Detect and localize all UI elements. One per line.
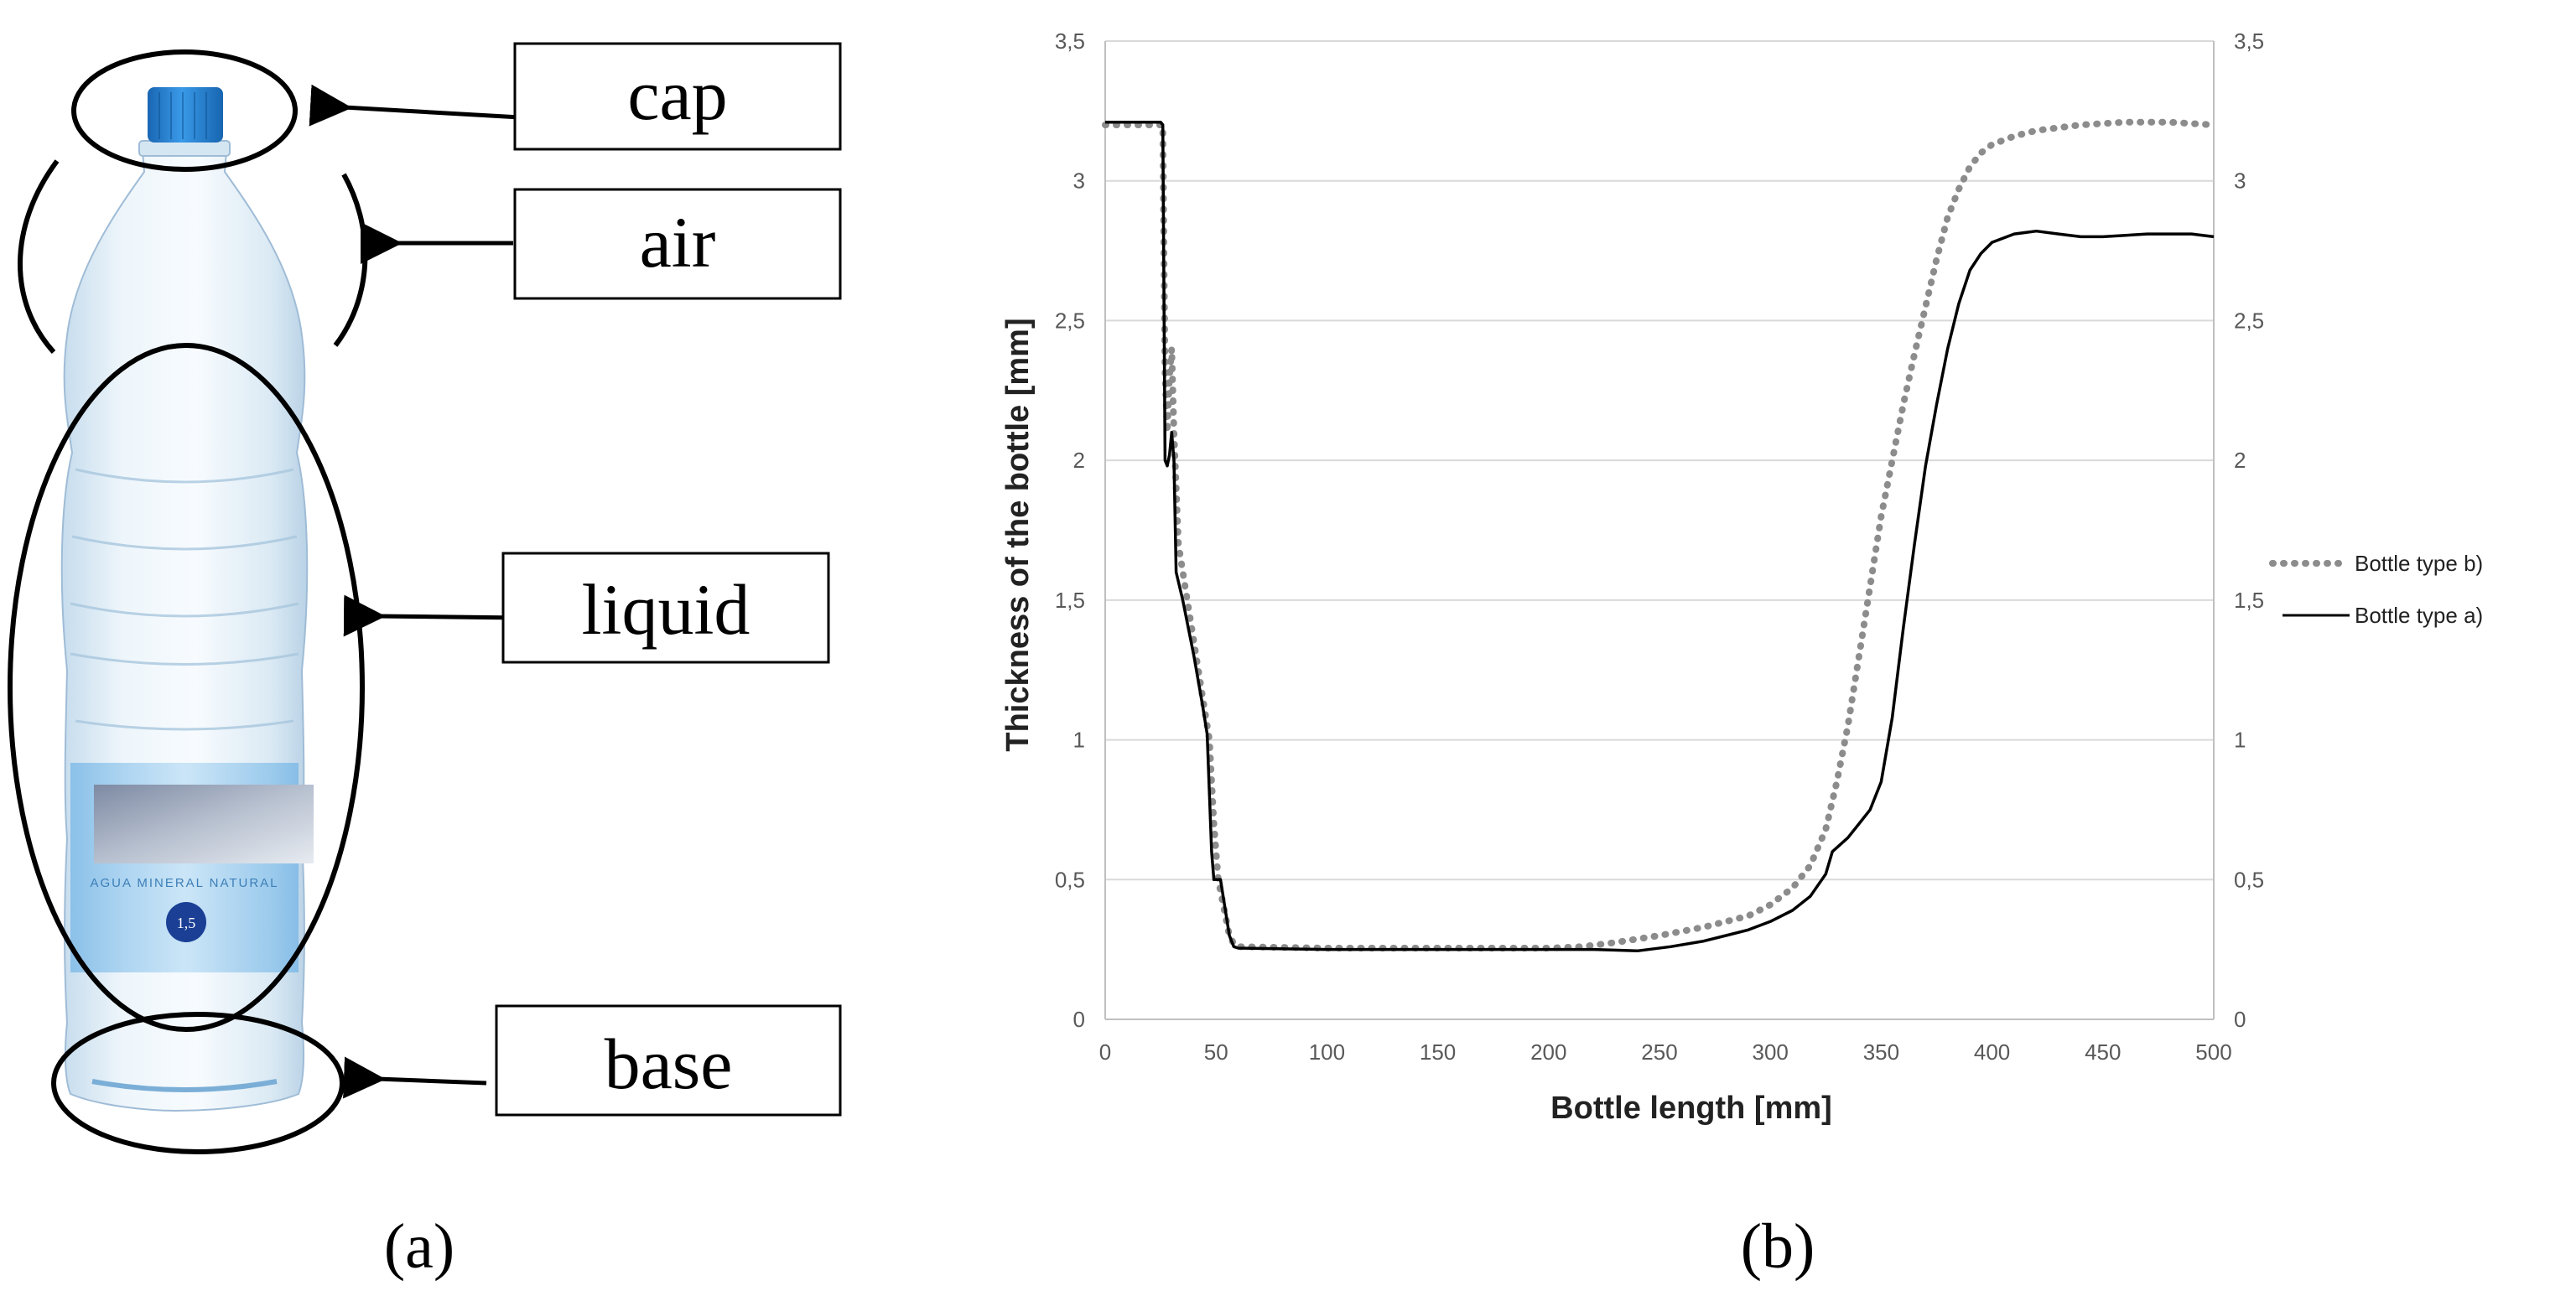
svg-text:base: base — [605, 1024, 733, 1104]
y-tick-label: 1,5 — [1055, 588, 1085, 613]
chart-axes — [1104, 41, 2215, 1020]
grid-lines — [1105, 40, 2214, 881]
callout-air: air — [513, 188, 842, 300]
series-line-bottle-type-a — [1105, 120, 2215, 953]
panel-b-label: (b) — [1741, 1211, 1815, 1282]
y-tick-label: 1 — [1073, 728, 1085, 753]
volume-badge — [166, 902, 206, 942]
panel-b: 0 50 100 150 200 250 300 350 400 450 500 0 0,5 1 1,5 2… — [922, 0, 2576, 1296]
y-tick-label: 3 — [1073, 168, 1085, 194]
y-tick-labels-right: 0 0,5 1 1,5 2 2,5 3 3,5 — [2234, 29, 2264, 1032]
volume-badge-text: 1,5 — [177, 915, 196, 931]
series-line-bottle-type-b — [1102, 118, 2217, 951]
bottle-label-text: AGUA MINERAL NATURAL — [90, 876, 278, 890]
legend-item-a: Bottle type a) — [2283, 603, 2483, 628]
x-tick-label: 100 — [1309, 1039, 1345, 1065]
x-tick-labels: 0 50 100 150 200 250 300 350 400 450 500 — [1099, 1039, 2232, 1065]
x-tick-label: 250 — [1641, 1039, 1677, 1065]
legend-label-a: Bottle type a) — [2355, 603, 2483, 628]
air-outline-left — [18, 159, 60, 355]
y-tick-label-right: 1,5 — [2234, 588, 2264, 613]
x-tick-label: 150 — [1420, 1039, 1456, 1065]
y-tick-label: 0 — [1073, 1007, 1085, 1032]
x-tick-label: 50 — [1204, 1039, 1228, 1065]
y-tick-labels-left: 0 0,5 1 1,5 2 2,5 3 3,5 — [1055, 29, 1085, 1032]
svg-text:liquid: liquid — [582, 569, 750, 650]
y-tick-label-right: 2 — [2234, 448, 2246, 473]
bottle-image: AGUA MINERAL NATURAL 1,5 — [60, 87, 314, 1112]
callout-cap: cap — [513, 42, 842, 151]
liquid-outline — [8, 343, 365, 1032]
series-lines — [1102, 118, 2217, 953]
air-outline-right — [333, 173, 368, 347]
callout-liquid: liquid — [501, 552, 830, 664]
zone-outlines — [8, 49, 368, 1154]
svg-text:cap: cap — [627, 54, 727, 135]
x-axis-title: Bottle length [mm] — [1550, 1091, 1832, 1126]
panel-a: AGUA MINERAL NATURAL 1,5 — [0, 0, 922, 1296]
panel-a-label: (a) — [384, 1211, 454, 1282]
bottle-cap — [148, 87, 223, 143]
x-tick-label: 450 — [2085, 1039, 2121, 1065]
legend-label-b: Bottle type b) — [2355, 551, 2483, 576]
y-tick-label-right: 0 — [2234, 1007, 2246, 1032]
y-tick-label-right: 1 — [2234, 728, 2246, 753]
cap-outline — [71, 49, 298, 172]
bottle-diagram: AGUA MINERAL NATURAL 1,5 — [8, 42, 842, 1282]
legend: Bottle type b) Bottle type a) — [2269, 551, 2483, 628]
base-outline — [51, 1012, 345, 1154]
blurred-label — [94, 785, 314, 863]
legend-item-b: Bottle type b) — [2269, 551, 2483, 576]
svg-text:air: air — [640, 202, 716, 283]
thickness-chart: 0 50 100 150 200 250 300 350 400 450 500 0 0,5 1 1,5 2… — [1000, 29, 2483, 1282]
y-tick-label-right: 3,5 — [2234, 29, 2264, 54]
y-tick-label: 3,5 — [1055, 29, 1085, 54]
x-tick-label: 400 — [1974, 1039, 2010, 1065]
x-tick-label: 200 — [1530, 1039, 1566, 1065]
y-axis-title: Thickness of the bottle [mm] — [1000, 318, 1036, 751]
callout-base: base — [495, 1004, 842, 1117]
x-tick-label: 300 — [1753, 1039, 1789, 1065]
y-tick-label-right: 2,5 — [2234, 308, 2264, 333]
y-tick-label: 2 — [1073, 448, 1085, 473]
x-tick-label: 350 — [1863, 1039, 1899, 1065]
x-tick-label: 500 — [2195, 1039, 2231, 1065]
y-tick-label: 2,5 — [1055, 308, 1085, 333]
y-tick-label-right: 3 — [2234, 168, 2246, 194]
x-tick-label: 0 — [1099, 1039, 1111, 1065]
callout-arrows — [309, 84, 522, 1099]
y-tick-label-right: 0,5 — [2234, 867, 2264, 892]
y-tick-label: 0,5 — [1055, 867, 1085, 892]
